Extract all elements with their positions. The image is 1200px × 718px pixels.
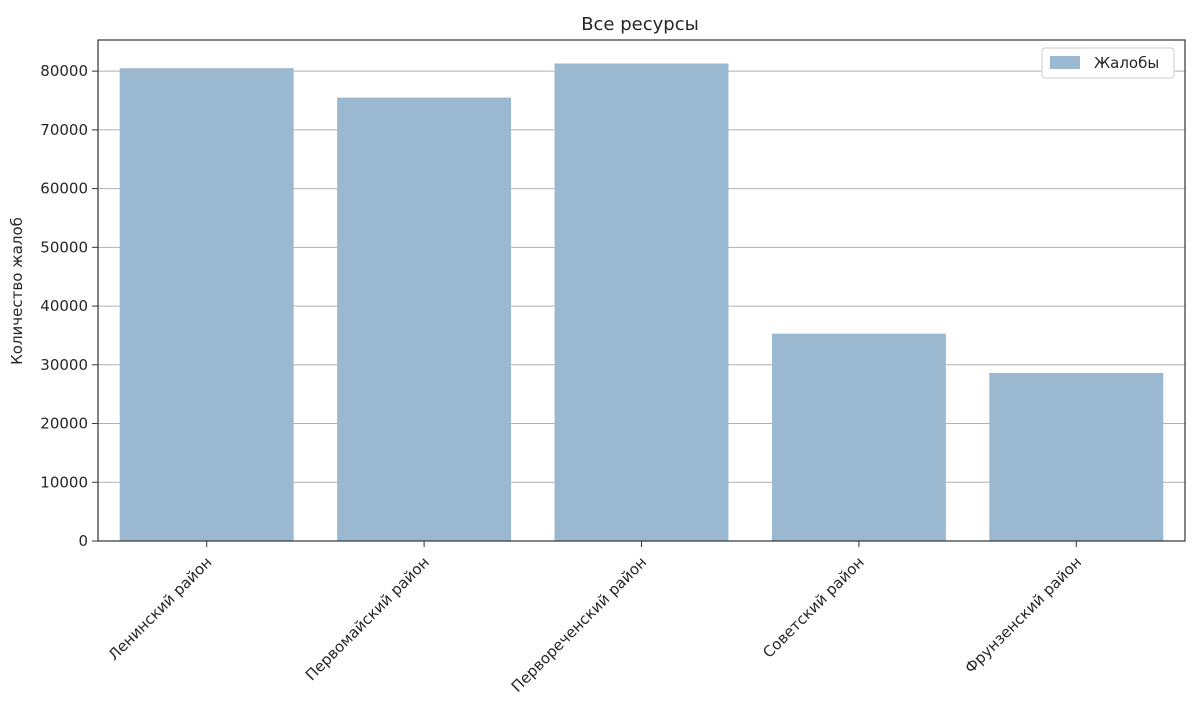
x-tick-label: Советский район [759, 553, 868, 662]
bar [337, 97, 512, 541]
y-tick-label: 0 [78, 532, 88, 550]
y-axis-label: Количество жалоб [8, 217, 26, 365]
y-tick-label: 80000 [40, 62, 88, 80]
x-axis-ticks: Ленинский район Первомайский район Перворе… [105, 541, 1085, 696]
y-tick-label: 40000 [40, 297, 88, 315]
legend-frame [1041, 47, 1175, 79]
y-tick-label: 70000 [40, 121, 88, 139]
bar [554, 63, 729, 541]
y-axis-ticks: 0 10000 20000 30000 40000 50000 60000 70000 8000… [40, 62, 98, 550]
legend: Жалобы [1041, 47, 1175, 79]
bar [989, 373, 1164, 541]
legend-label: Жалобы [1094, 54, 1159, 72]
x-tick-label: Первореченский район [508, 553, 651, 696]
x-tick-label: Фрунзенский район [961, 553, 1085, 677]
bar [771, 333, 946, 541]
y-tick-label: 10000 [40, 473, 88, 491]
y-tick-label: 30000 [40, 356, 88, 374]
y-tick-label: 20000 [40, 415, 88, 433]
chart-title: Все ресурсы [581, 14, 699, 35]
y-tick-label: 60000 [40, 180, 88, 198]
x-tick-label: Первомайский район [302, 553, 433, 684]
bar [119, 68, 294, 541]
x-tick-label: Ленинский район [105, 553, 216, 664]
bars [119, 63, 1164, 541]
legend-swatch [1050, 56, 1080, 69]
y-tick-label: 50000 [40, 238, 88, 256]
